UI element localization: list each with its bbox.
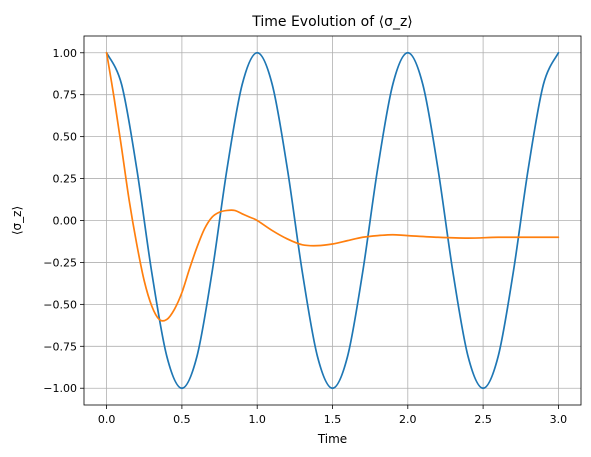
- y-tick-label: −1.00: [43, 382, 77, 395]
- y-tick-label: 0.50: [53, 131, 78, 144]
- y-tick-label: −0.50: [43, 298, 77, 311]
- series-layer: [105, 51, 560, 390]
- chart-title: Time Evolution of ⟨σ_z⟩: [251, 14, 413, 30]
- x-tick-label: 0.5: [173, 413, 191, 426]
- ticks: 0.0 0.5 1.0 1.5 2.0 2.5 3.0 1.00 0.75 0.50 0.25 0.0…: [43, 47, 567, 426]
- x-tick-label: 2.0: [399, 413, 417, 426]
- series-line-1: [105, 51, 560, 390]
- y-axis-label: ⟨σ_z⟩: [10, 206, 24, 235]
- grid: [84, 36, 581, 405]
- x-axis-label: Time: [317, 432, 347, 446]
- y-tick-label: 1.00: [53, 47, 78, 60]
- y-tick-label: 0.75: [53, 89, 78, 102]
- x-tick-label: 2.5: [474, 413, 492, 426]
- y-tick-label: 0.00: [53, 215, 78, 228]
- y-tick-label: −0.75: [43, 340, 77, 353]
- x-tick-label: 0.0: [98, 413, 116, 426]
- x-tick-label: 3.0: [550, 413, 568, 426]
- x-tick-label: 1.5: [324, 413, 342, 426]
- x-tick-label: 1.0: [248, 413, 266, 426]
- y-tick-label: 0.25: [53, 173, 78, 186]
- series-line-2: [105, 51, 560, 322]
- y-tick-label: −0.25: [43, 256, 77, 269]
